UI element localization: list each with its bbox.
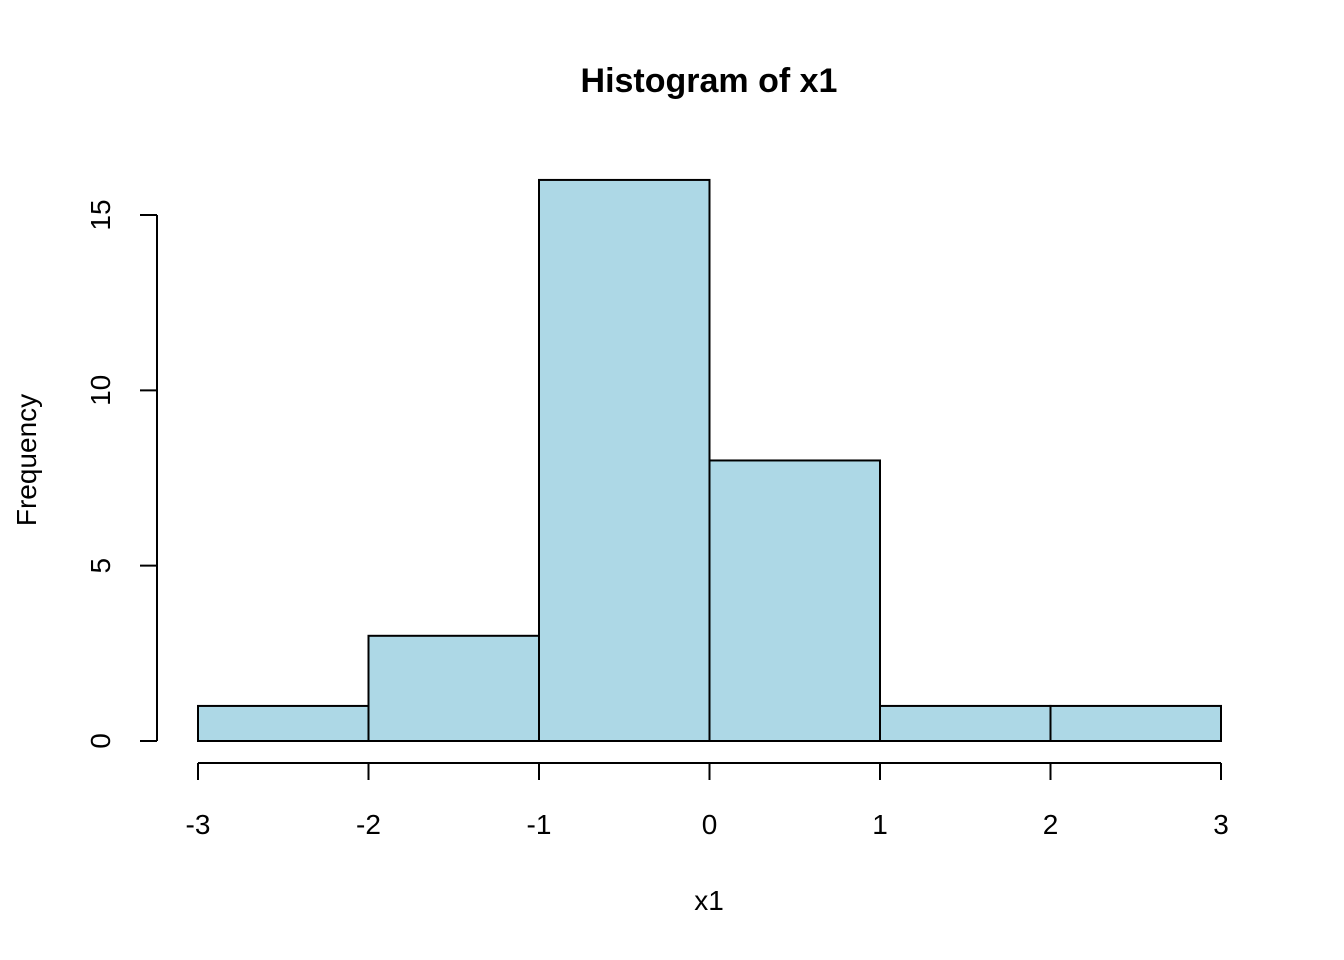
histogram-bar-2 [538,178,711,742]
chart-title: Histogram of x1 [581,62,838,100]
x-tick-label--2: -2 [356,809,381,840]
x-axis: -3 -2 -1 0 1 2 3 [186,762,1229,840]
x-tick-label-3: 3 [1213,809,1229,840]
histogram-bar-0 [197,704,370,743]
y-tick-label-0: 0 [85,733,116,749]
bars-group [197,178,1222,743]
histogram-bar-3 [708,459,881,742]
x-tick-label-1: 1 [872,809,888,840]
x-tick-label--3: -3 [186,809,211,840]
y-tick-label-15: 15 [85,199,116,230]
histogram-bar-4 [879,704,1052,743]
histogram-bar-1 [367,634,540,742]
x-tick-label-0: 0 [702,809,718,840]
y-tick-label-5: 5 [85,558,116,574]
y-axis-label: Frequency [11,394,42,526]
x-tick-label--1: -1 [527,809,552,840]
x-tick-label-2: 2 [1043,809,1059,840]
y-tick-label-10: 10 [85,375,116,406]
x-axis-label: x1 [694,885,724,916]
histogram-bar-5 [1049,704,1222,743]
y-axis: 0 5 10 15 [85,199,158,749]
